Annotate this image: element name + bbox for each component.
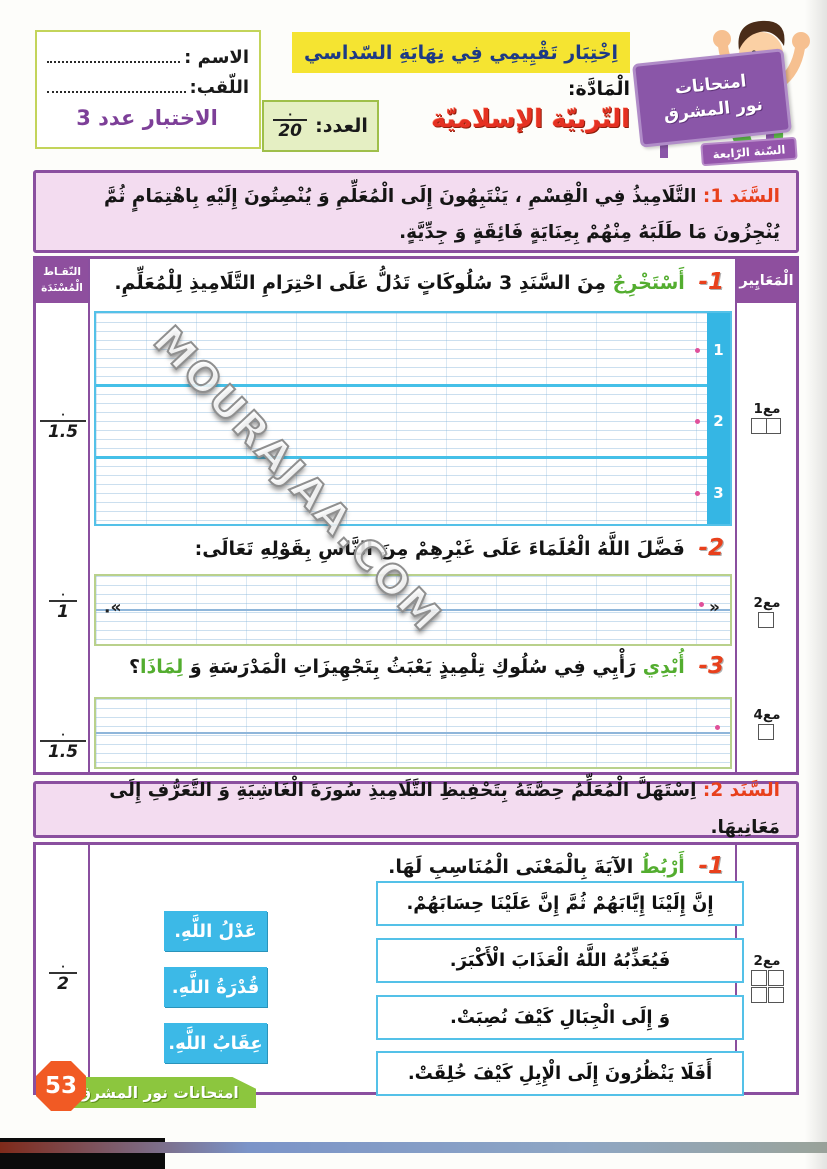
sanad1-text: التَّلَامِيذُ فِي الْقِسْمِ ، يَنْتَبِهُ… — [103, 186, 780, 244]
footer-brand-ribbon: امتحانات نور المشرق — [60, 1077, 256, 1108]
section2: · 2 مع2 1- أَرْبُطُ الآيَةَ بِالْمَعْنَى… — [33, 842, 799, 1096]
test-number: الاختبار عدد 3 — [76, 106, 218, 130]
name-field[interactable]: الاسم : — [45, 38, 249, 68]
verse-box-1[interactable]: إِنَّ إِلَيْنَا إِيَّابَهُمْ ثُمَّ إِنَّ… — [376, 881, 744, 926]
criterion-checkbox[interactable] — [751, 418, 767, 434]
name-input-line[interactable] — [47, 61, 181, 63]
sanad1-label: السَّنَد 1: — [702, 186, 780, 207]
sanad1-box: السَّنَد 1: التَّلَامِيذُ فِي الْقِسْمِ … — [33, 170, 799, 253]
slot-number-1: 1 — [713, 341, 724, 359]
sanad2-label: السَّنَد 2: — [702, 780, 780, 802]
page-edge-shading — [805, 0, 827, 1169]
q2-points[interactable]: · 1 — [36, 591, 90, 622]
sanad2-box: السَّنَد 2: اِسْتَهَلَّ الْمُعَلِّمُ حِص… — [33, 780, 799, 838]
criterion-checkbox[interactable] — [765, 418, 782, 434]
question3: 3- أُبْدِي رَأْيِي فِي سُلُوكِ تِلْمِيذٍ… — [128, 653, 724, 679]
criterion-checkbox[interactable] — [768, 987, 784, 1003]
total-score-box: العدد: · 20 — [262, 100, 379, 152]
scan-edge-strip — [0, 1142, 827, 1153]
q2-criterion: مع2 — [738, 595, 796, 632]
slot-divider — [96, 456, 707, 459]
write-start-dot — [715, 725, 720, 730]
criterion-checkbox[interactable] — [751, 987, 767, 1003]
write-start-dot — [695, 419, 700, 424]
answer-slot-strip: 1 2 3 — [707, 313, 730, 524]
answer-area-q3[interactable] — [94, 697, 732, 769]
score-fraction[interactable]: · 20 — [273, 108, 308, 141]
q1-points[interactable]: · 1.5 — [36, 411, 90, 442]
subject-value: التّربيّة الإسلاميّة — [431, 104, 630, 133]
writing-line — [96, 732, 730, 734]
criteria-header: الْمَعَايِير — [737, 259, 796, 303]
quote-close: .« — [104, 597, 122, 618]
name-label: الاسم : — [184, 47, 249, 68]
answer-area-q2[interactable]: » .« — [94, 574, 732, 646]
criterion-checkbox[interactable] — [768, 970, 784, 986]
s2-q1-criterion: مع2 — [738, 953, 796, 1004]
brand-sign: امتحانات نور المشرق — [632, 48, 792, 148]
write-start-dot — [699, 602, 704, 607]
meaning-box-iqab[interactable]: عِقَابُ اللَّهِ. — [164, 1023, 267, 1063]
criteria-column: الْمَعَايِير مع1 مع2 مع4 — [735, 259, 796, 772]
write-start-dot — [695, 491, 700, 496]
criterion-checkbox[interactable] — [758, 724, 775, 740]
answer-area-q1[interactable]: 1 2 3 — [94, 311, 732, 526]
criterion-checkbox[interactable] — [751, 970, 767, 986]
question2: 2- فَضَّلَ اللَّهُ الْعُلَمَاءَ عَلَى غَ… — [194, 535, 724, 561]
student-identity-box: الاسم : اللّقب: الاختبار عدد 3 — [35, 30, 261, 149]
meaning-box-adl[interactable]: عَدْلُ اللَّهِ. — [164, 911, 267, 951]
write-start-dot — [695, 348, 700, 353]
points-column: النّقـاط الْمُسْنَدَة · 1.5 · 1 · 1.5 — [36, 259, 90, 772]
subject-label: الْمَادَّة: — [567, 78, 630, 100]
writing-line — [96, 609, 730, 611]
section2-question1: 1- أَرْبُطُ الآيَةَ بِالْمَعْنَى الْمُنَ… — [388, 853, 724, 879]
criterion-checkbox[interactable] — [758, 612, 775, 628]
meaning-box-qudra[interactable]: قُدْرَةُ اللَّهِ. — [164, 967, 267, 1007]
slot-number-3: 3 — [713, 484, 724, 502]
q1-criterion: مع1 — [738, 401, 796, 438]
sanad2-text: اِسْتَهَلَّ الْمُعَلِّمُ حِصَّتَهُ بِتَح… — [109, 780, 780, 838]
score-max: 20 — [273, 119, 308, 141]
surname-field[interactable]: اللّقب: — [45, 68, 249, 98]
surname-label: اللّقب: — [189, 77, 249, 98]
s2-q1-points[interactable]: · 2 — [36, 963, 90, 994]
criteria-column-2: مع2 — [735, 845, 796, 1092]
quote-open: » — [709, 597, 720, 618]
score-value-slot[interactable]: · — [288, 108, 293, 121]
surname-input-line[interactable] — [47, 91, 186, 93]
score-label: العدد: — [315, 115, 368, 137]
q3-criterion: مع4 — [738, 707, 796, 744]
verse-box-4[interactable]: أَفَلَا يَنْظُرُونَ إِلَى الْإِبِلِ كَيْ… — [376, 1051, 744, 1096]
slot-number-2: 2 — [713, 412, 724, 430]
verse-box-3[interactable]: وَ إِلَى الْجِبَالِ كَيْفَ نُصِبَتْ. — [376, 995, 744, 1040]
section1: النّقـاط الْمُسْنَدَة · 1.5 · 1 · 1.5 ال… — [33, 256, 799, 775]
points-header: النّقـاط الْمُسْنَدَة — [36, 259, 88, 303]
points-column-2: · 2 — [36, 845, 90, 1092]
verse-box-2[interactable]: فَيُعَذِّبُهُ اللَّهُ الْعَذَابَ الْأَكْ… — [376, 938, 744, 983]
question1: 1- أَسْتَخْرِجُ مِنَ السَّنَدِ 3 سُلُوكَ… — [114, 269, 724, 295]
q3-points[interactable]: · 1.5 — [36, 731, 90, 762]
page-number-badge: 53 — [36, 1061, 86, 1111]
exam-title: اِخْتِبَار تَقْيِيمِي فِي نِهَايَةِ السّ… — [292, 32, 630, 73]
slot-divider — [96, 384, 707, 387]
